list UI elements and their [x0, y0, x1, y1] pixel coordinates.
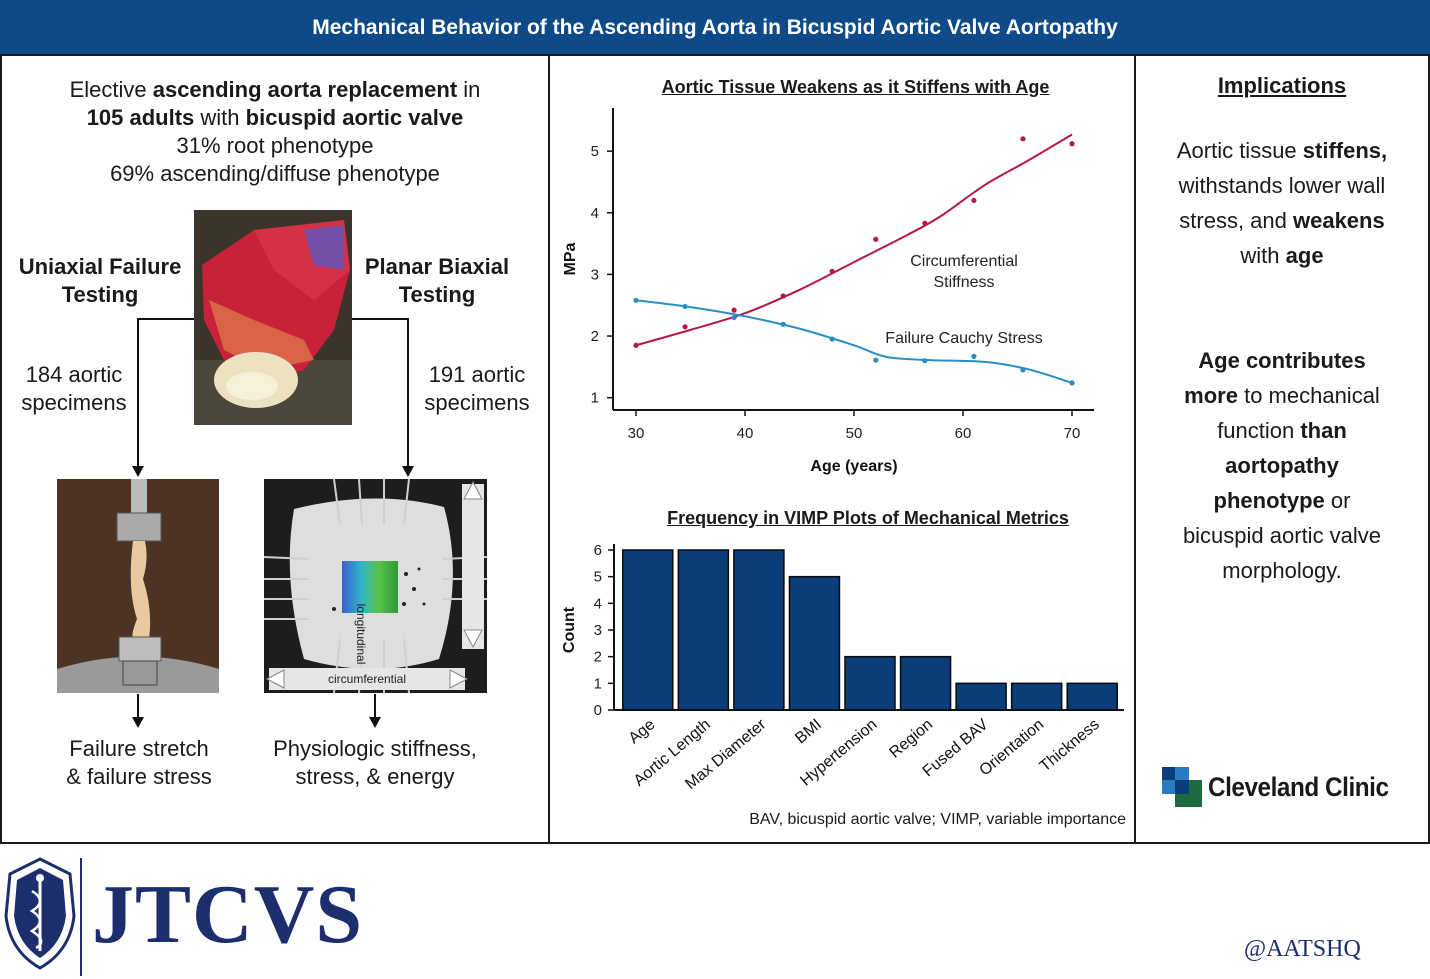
biaxial-test-photo: longitudinal circumferential — [264, 479, 487, 693]
data-point — [1069, 380, 1075, 386]
implications-panel: Implications Aortic tissue stiffens, wit… — [1134, 54, 1430, 844]
data-point — [1020, 367, 1026, 373]
x-tick-label: 50 — [846, 425, 863, 442]
implication-2: Age contributes more to mechanical funct… — [1182, 348, 1382, 583]
stress-label: Failure Cauchy Stress — [885, 330, 1042, 347]
x-tick-label: Age — [626, 716, 659, 747]
implication-1: Aortic tissue stiffens, withstands lower… — [1176, 138, 1388, 268]
bar-orientation — [1010, 682, 1063, 711]
social-handle: @AATSHQ — [1244, 936, 1361, 962]
data-point — [922, 358, 928, 364]
bar-aortic-length — [677, 549, 730, 711]
uniaxial-result: Failure stretch & failure stress — [66, 736, 212, 789]
data-point — [1020, 136, 1026, 142]
data-point — [971, 353, 977, 359]
chart-footnote: BAV, bicuspid aortic valve; VIMP, variab… — [749, 811, 1126, 828]
bar-region — [899, 655, 952, 711]
aorta-specimen-photo — [194, 210, 352, 425]
implications-heading: Implications — [1217, 73, 1347, 98]
bar-thickness — [1066, 682, 1118, 711]
data-point — [633, 342, 639, 348]
line-chart-title: Aortic Tissue Weakens as it Stiffens wit… — [661, 77, 1050, 97]
charts-panel: Aortic Tissue Weakens as it Stiffens wit… — [548, 54, 1136, 844]
biaxial-result: Physiologic stiffness, stress, & energy — [273, 736, 477, 789]
y-axis-label: Count — [561, 606, 578, 653]
x-tick-label: 60 — [955, 425, 972, 442]
x-tick-label: 40 — [737, 425, 754, 442]
x-axis-label: Age (years) — [810, 458, 897, 475]
x-tick-label: Region — [886, 716, 936, 762]
stiffness-label-line2: Stiffness — [933, 274, 994, 291]
aats-seal-logo — [0, 856, 80, 976]
cleveland-clinic-cross-icon — [1162, 767, 1202, 807]
x-tick-label: Thickness — [1037, 716, 1103, 775]
bar-hypertension — [844, 655, 896, 711]
biaxial-specimen-count: 191 aortic specimens — [424, 362, 530, 415]
footer-divider — [80, 858, 82, 976]
data-point — [682, 324, 688, 330]
line-chart: 30 40 50 60 70 1 2 3 4 5 Age (years) MPa Circumferen… — [562, 108, 1094, 475]
y-tick-label: 3 — [591, 266, 599, 283]
data-point — [829, 336, 835, 342]
study-design-panel: Elective ascending aorta replacement in … — [0, 54, 550, 844]
series-line-stress — [635, 299, 1073, 384]
y-axis-label: MPa — [562, 242, 579, 275]
page-title: Mechanical Behavior of the Ascending Aor… — [312, 15, 1118, 39]
y-tick-label: 4 — [594, 595, 602, 612]
y-tick-label: 5 — [591, 143, 599, 160]
data-point — [780, 293, 786, 299]
bar-bmi — [788, 575, 841, 711]
data-point — [682, 303, 688, 310]
data-point — [633, 297, 639, 303]
uniaxial-test-photo — [57, 479, 219, 693]
cleveland-clinic-text: Cleveland Clinic — [1208, 771, 1389, 802]
y-tick-label: 6 — [594, 542, 602, 559]
biaxial-label: Planar Biaxial Testing — [364, 254, 510, 307]
y-tick-label: 1 — [594, 675, 602, 692]
data-point — [971, 197, 977, 204]
flow-connectors — [132, 318, 414, 728]
x-tick-label: 30 — [628, 425, 645, 442]
data-point — [922, 220, 928, 226]
bar-fused-bav — [955, 682, 1007, 711]
data-point — [1069, 141, 1075, 147]
bar-max-diameter — [733, 549, 785, 711]
intro-text: Elective ascending aorta replacement in … — [69, 77, 481, 186]
series-line-stiffness — [635, 133, 1073, 347]
data-point — [731, 307, 737, 313]
data-point — [873, 236, 879, 242]
bar-age — [622, 549, 674, 711]
journal-name: JTCVS — [92, 868, 364, 961]
data-point — [829, 268, 835, 274]
y-tick-label: 1 — [591, 390, 599, 407]
bar-chart-title: Frequency in VIMP Plots of Mechanical Me… — [667, 508, 1069, 528]
stiffness-label-line1: Circumferential — [910, 253, 1018, 270]
x-tick-label: 70 — [1064, 425, 1081, 442]
y-tick-label: 3 — [594, 622, 602, 639]
data-point — [731, 314, 737, 321]
y-tick-label: 2 — [594, 649, 602, 666]
y-tick-label: 5 — [594, 569, 602, 586]
title-bar: Mechanical Behavior of the Ascending Aor… — [0, 0, 1430, 55]
data-point — [780, 321, 786, 327]
data-point — [873, 357, 879, 363]
uniaxial-specimen-count: 184 aortic specimens — [21, 362, 127, 415]
y-tick-label: 0 — [594, 702, 602, 719]
x-tick-label: BMI — [792, 716, 825, 747]
y-tick-label: 4 — [591, 205, 599, 222]
uniaxial-label: Uniaxial Failure Testing — [18, 254, 182, 307]
circumferential-label: circumferential — [327, 672, 407, 686]
cleveland-clinic-logo: Cleveland Clinic — [1162, 765, 1430, 809]
y-tick-label: 2 — [591, 328, 599, 345]
